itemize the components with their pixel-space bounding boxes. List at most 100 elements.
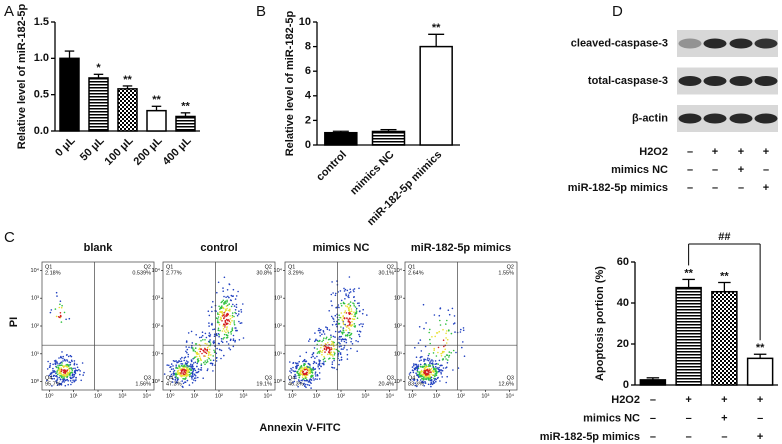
bar	[146, 109, 167, 132]
y-tick-label: 2	[305, 114, 311, 126]
event-dot	[332, 343, 335, 345]
y-tick-label: 10³	[152, 296, 160, 302]
event-dot	[351, 343, 354, 345]
event-dot	[220, 357, 222, 360]
quadrant-label: Q3	[507, 375, 514, 381]
event-dot	[307, 368, 310, 370]
event-dot	[204, 332, 207, 335]
event-dot	[190, 359, 193, 361]
event-dot	[434, 375, 436, 377]
event-dot	[225, 328, 228, 331]
event-dot	[211, 364, 214, 366]
event-dot	[217, 329, 220, 332]
event-dot	[319, 339, 321, 342]
event-dot	[421, 355, 423, 358]
event-dot	[331, 353, 333, 356]
event-dot	[419, 339, 422, 341]
event-dot	[224, 324, 226, 326]
event-dot	[432, 370, 434, 372]
condition-symbol: –	[650, 412, 656, 424]
event-dot	[56, 361, 58, 363]
event-dot	[191, 342, 194, 344]
event-dot	[342, 338, 345, 341]
event-dot	[49, 362, 52, 365]
event-dot	[190, 372, 192, 375]
event-dot	[60, 367, 62, 369]
event-dot	[235, 295, 238, 297]
event-dot	[436, 332, 439, 334]
quadrant-label: Q1	[166, 264, 173, 270]
event-dot	[358, 333, 360, 336]
event-dot	[342, 348, 344, 351]
event-dot	[432, 380, 435, 383]
event-dot	[342, 329, 344, 331]
event-dot	[345, 293, 347, 295]
event-dot	[328, 329, 331, 331]
event-dot	[190, 347, 193, 349]
event-dot	[68, 317, 71, 320]
event-dot	[198, 348, 200, 351]
event-dot	[435, 372, 438, 375]
event-dot	[53, 377, 55, 380]
event-dot	[339, 290, 342, 292]
quadrant-percent: 30.1%	[378, 270, 394, 276]
event-dot	[322, 358, 325, 361]
event-dot	[189, 373, 191, 376]
event-dot	[423, 371, 425, 374]
event-dot	[354, 313, 356, 316]
event-dot	[340, 358, 343, 361]
event-dot	[433, 314, 436, 316]
panel-label: C	[4, 229, 15, 246]
condition-symbol: +	[757, 394, 763, 406]
event-dot	[312, 377, 315, 379]
event-dot	[420, 376, 422, 378]
event-dot	[82, 374, 84, 376]
event-dot	[60, 368, 63, 371]
event-dot	[290, 367, 292, 370]
event-dot	[348, 306, 350, 309]
event-dot	[350, 338, 353, 340]
event-dot	[354, 315, 357, 318]
x-tick-label: 10¹	[70, 393, 78, 399]
event-dot	[317, 364, 320, 366]
event-dot	[170, 363, 173, 365]
event-dot	[322, 362, 325, 365]
event-dot	[56, 376, 58, 378]
event-dot	[209, 343, 212, 345]
event-dot	[61, 362, 63, 364]
event-dot	[52, 370, 54, 372]
event-dot	[191, 364, 194, 366]
event-dot	[445, 337, 447, 339]
event-dot	[223, 330, 226, 332]
event-dot	[189, 367, 191, 370]
event-dot	[181, 380, 183, 382]
event-dot	[195, 355, 198, 358]
event-dot	[222, 287, 224, 289]
event-dot	[60, 376, 63, 379]
event-dot	[418, 360, 421, 362]
event-dot	[242, 303, 244, 305]
event-dot	[218, 334, 220, 336]
event-dot	[74, 367, 76, 370]
event-dot	[348, 309, 350, 312]
event-dot	[195, 352, 198, 355]
event-dot	[342, 320, 344, 322]
event-dot	[61, 364, 63, 367]
event-dot	[345, 312, 348, 314]
event-dot	[328, 353, 331, 355]
event-dot	[69, 363, 71, 366]
event-dot	[60, 370, 63, 373]
event-dot	[182, 375, 184, 377]
event-dot	[358, 304, 361, 307]
event-dot	[439, 319, 441, 322]
event-dot	[424, 365, 427, 368]
event-dot	[323, 357, 326, 360]
event-dot	[71, 381, 73, 384]
event-dot	[58, 382, 61, 385]
quadrant-label: Q2	[507, 264, 514, 270]
event-dot	[422, 380, 424, 383]
event-dot	[185, 374, 187, 377]
event-dot	[440, 371, 442, 374]
event-dot	[316, 352, 319, 354]
event-dot	[55, 359, 57, 362]
